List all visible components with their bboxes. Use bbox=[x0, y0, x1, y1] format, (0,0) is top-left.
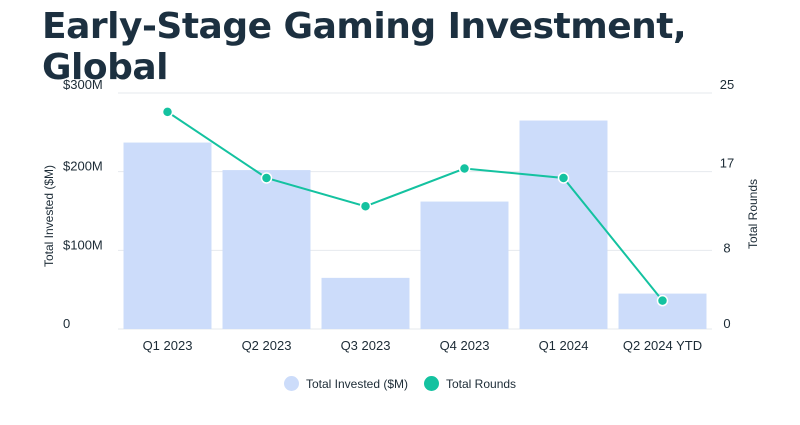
y-tick-label: $200M bbox=[63, 159, 103, 174]
bar[interactable] bbox=[519, 120, 608, 330]
y2-tick-label: 17 bbox=[720, 156, 734, 171]
line-point[interactable] bbox=[656, 294, 669, 307]
rounds-line-path bbox=[166, 111, 664, 302]
x-tick-label: Q2 2023 bbox=[242, 338, 292, 353]
line-point[interactable] bbox=[557, 172, 570, 184]
y-tick-label: $300M bbox=[63, 77, 103, 92]
line-point[interactable] bbox=[260, 172, 273, 184]
x-tick-label: Q1 2023 bbox=[143, 338, 193, 353]
gridlines bbox=[118, 92, 712, 330]
y-tick-label: $100M bbox=[63, 237, 103, 252]
x-tick-label: Q4 2023 bbox=[440, 338, 490, 353]
left-axis-ticks: 0 $100M $200M $300M bbox=[63, 77, 103, 331]
legend-item-invested[interactable]: Total Invested ($M) bbox=[283, 376, 408, 391]
chart-title: Early-Stage Gaming Investment, Global bbox=[42, 6, 687, 88]
bar[interactable] bbox=[222, 170, 311, 329]
right-axis-ticks: 0 8 17 25 bbox=[720, 77, 734, 331]
legend-item-rounds[interactable]: Total Rounds bbox=[424, 376, 516, 391]
line-point[interactable] bbox=[161, 106, 174, 118]
legend-label-rounds: Total Rounds bbox=[446, 376, 517, 391]
x-tick-label: Q3 2023 bbox=[341, 338, 391, 353]
y-tick-label: 0 bbox=[63, 316, 70, 331]
legend-label-invested: Total Invested ($M) bbox=[305, 376, 408, 391]
y2-axis-label: Total Rounds bbox=[746, 179, 760, 249]
y-axis-label: Total Invested ($M) bbox=[42, 165, 56, 267]
bar[interactable] bbox=[321, 277, 410, 329]
bar[interactable] bbox=[123, 142, 212, 329]
chart-plot: 0 $100M $200M $300M 0 8 17 25 Q1 2023 Q2 2023 Q3… bbox=[42, 77, 760, 353]
legend-swatch-invested bbox=[283, 376, 299, 391]
rounds-line bbox=[161, 106, 669, 307]
bar[interactable] bbox=[420, 201, 509, 329]
line-point[interactable] bbox=[359, 200, 372, 213]
x-tick-label: Q1 2024 bbox=[539, 338, 589, 353]
y2-tick-label: 8 bbox=[723, 240, 730, 255]
line-point[interactable] bbox=[458, 162, 471, 175]
legend: Total Invested ($M) Total Rounds bbox=[0, 376, 800, 391]
legend-swatch-rounds bbox=[424, 376, 439, 391]
y2-tick-label: 0 bbox=[723, 316, 730, 331]
bars bbox=[123, 120, 707, 330]
x-axis-ticks: Q1 2023 Q2 2023 Q3 2023 Q4 2023 Q1 2024 Q2 20… bbox=[143, 338, 703, 353]
x-tick-label: Q2 2024 YTD bbox=[623, 338, 702, 353]
y2-tick-label: 25 bbox=[720, 77, 734, 92]
